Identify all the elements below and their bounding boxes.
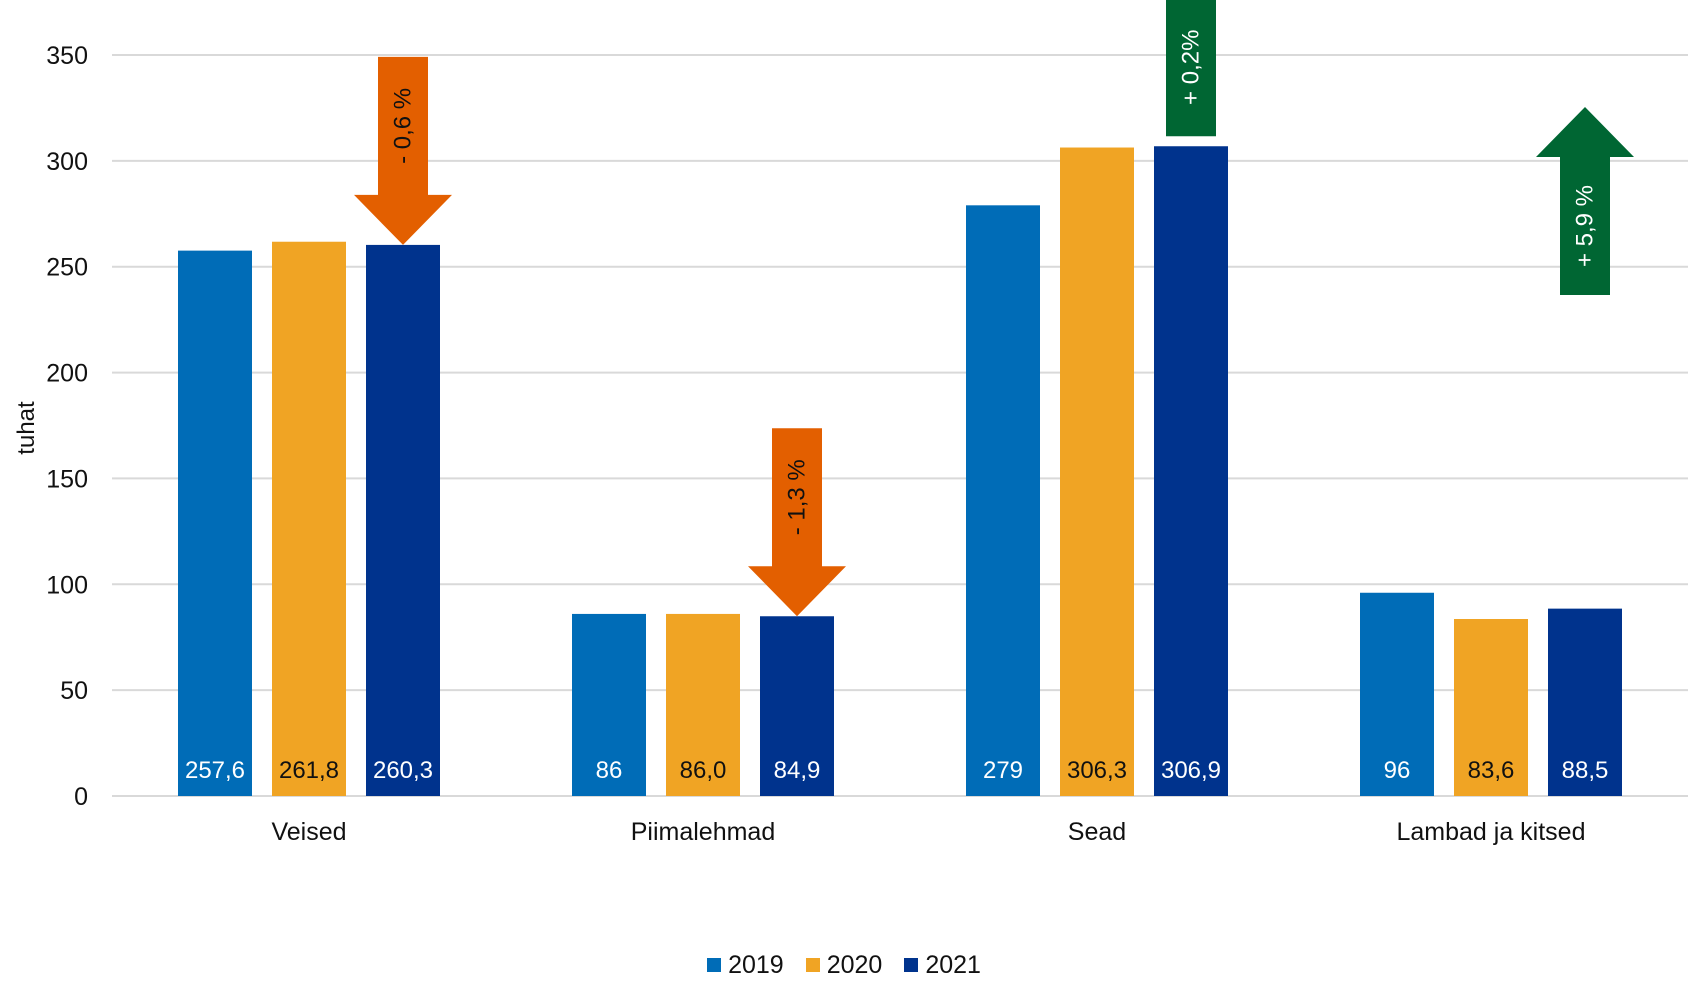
y-tick-label: 200 (46, 360, 88, 388)
arrow-down-icon (354, 56, 452, 245)
change-label: + 5,9 % (1572, 185, 1599, 267)
category-label: Lambad ja kitsed (1396, 818, 1585, 846)
category-labels: Veised Piimalehmad Sead Lambad ja kitsed (271, 818, 1585, 846)
y-tick-label: 350 (46, 42, 88, 70)
bar-2019 (1360, 592, 1434, 796)
y-tick-label: 50 (60, 677, 88, 705)
y-axis-ticks: 0 50 100 150 200 250 300 350 (46, 42, 88, 811)
data-label: 279 (983, 757, 1023, 784)
y-tick-label: 0 (74, 783, 88, 811)
data-label: 83,6 (1468, 757, 1515, 784)
data-label: 86,0 (680, 757, 727, 784)
bar-2020 (1060, 147, 1134, 796)
bar-2019 (572, 613, 646, 796)
category-label: Piimalehmad (631, 818, 776, 846)
y-tick-label: 250 (46, 254, 88, 282)
bar-2021 (760, 616, 834, 796)
data-label: 261,8 (279, 757, 339, 784)
change-arrows: - 0,6 % - 1,3 % + 0,2% + 5,9 % (354, 0, 1634, 617)
bar-2019 (966, 205, 1040, 796)
arrow-up-icon (1536, 107, 1634, 295)
legend-label: 2021 (925, 950, 981, 979)
bar-2020 (666, 613, 740, 796)
data-label: 306,9 (1161, 757, 1221, 784)
legend-item: 2020 (805, 950, 883, 980)
legend-item: 2019 (707, 951, 784, 980)
legend-label: 2020 (826, 950, 883, 979)
bar-2021 (1548, 608, 1622, 796)
bar-2021 (1154, 146, 1228, 797)
change-label: - 1,3 % (784, 459, 811, 535)
y-axis-label: tuhat (13, 401, 40, 455)
data-label: 84,9 (774, 757, 821, 784)
y-tick-label: 100 (46, 571, 88, 599)
arrow-down-icon (748, 428, 846, 617)
data-label: 96 (1384, 757, 1411, 784)
y-tick-label: 150 (46, 465, 88, 493)
legend-swatch (805, 958, 820, 972)
arrow-up-icon (1166, 0, 1216, 137)
bar-2019 (178, 250, 252, 796)
legend-item: 2021 (904, 951, 981, 980)
data-label: 88,5 (1562, 757, 1609, 784)
data-label: 306,3 (1067, 757, 1127, 784)
data-label: 257,6 (185, 757, 245, 784)
data-label: 86 (596, 757, 623, 784)
bars: 257,6 261,8 260,3 86 86,0 84,9 279 306,3 306,9 96… (178, 146, 1622, 797)
category-label: Sead (1068, 818, 1126, 846)
change-label: + 0,2% (1178, 30, 1205, 105)
change-label: - 0,6 % (390, 88, 417, 164)
bar-2020 (1454, 619, 1528, 796)
legend-swatch (707, 958, 722, 972)
category-label: Veised (271, 818, 346, 846)
legend-label: 2019 (728, 950, 784, 979)
gridlines (112, 54, 1688, 797)
bar-2020 (272, 241, 346, 796)
legend: 2019 2020 2021 (0, 950, 1688, 980)
y-tick-label: 300 (46, 148, 88, 176)
bar-2021 (366, 244, 440, 796)
legend-swatch (904, 958, 919, 972)
data-label: 260,3 (373, 757, 433, 784)
